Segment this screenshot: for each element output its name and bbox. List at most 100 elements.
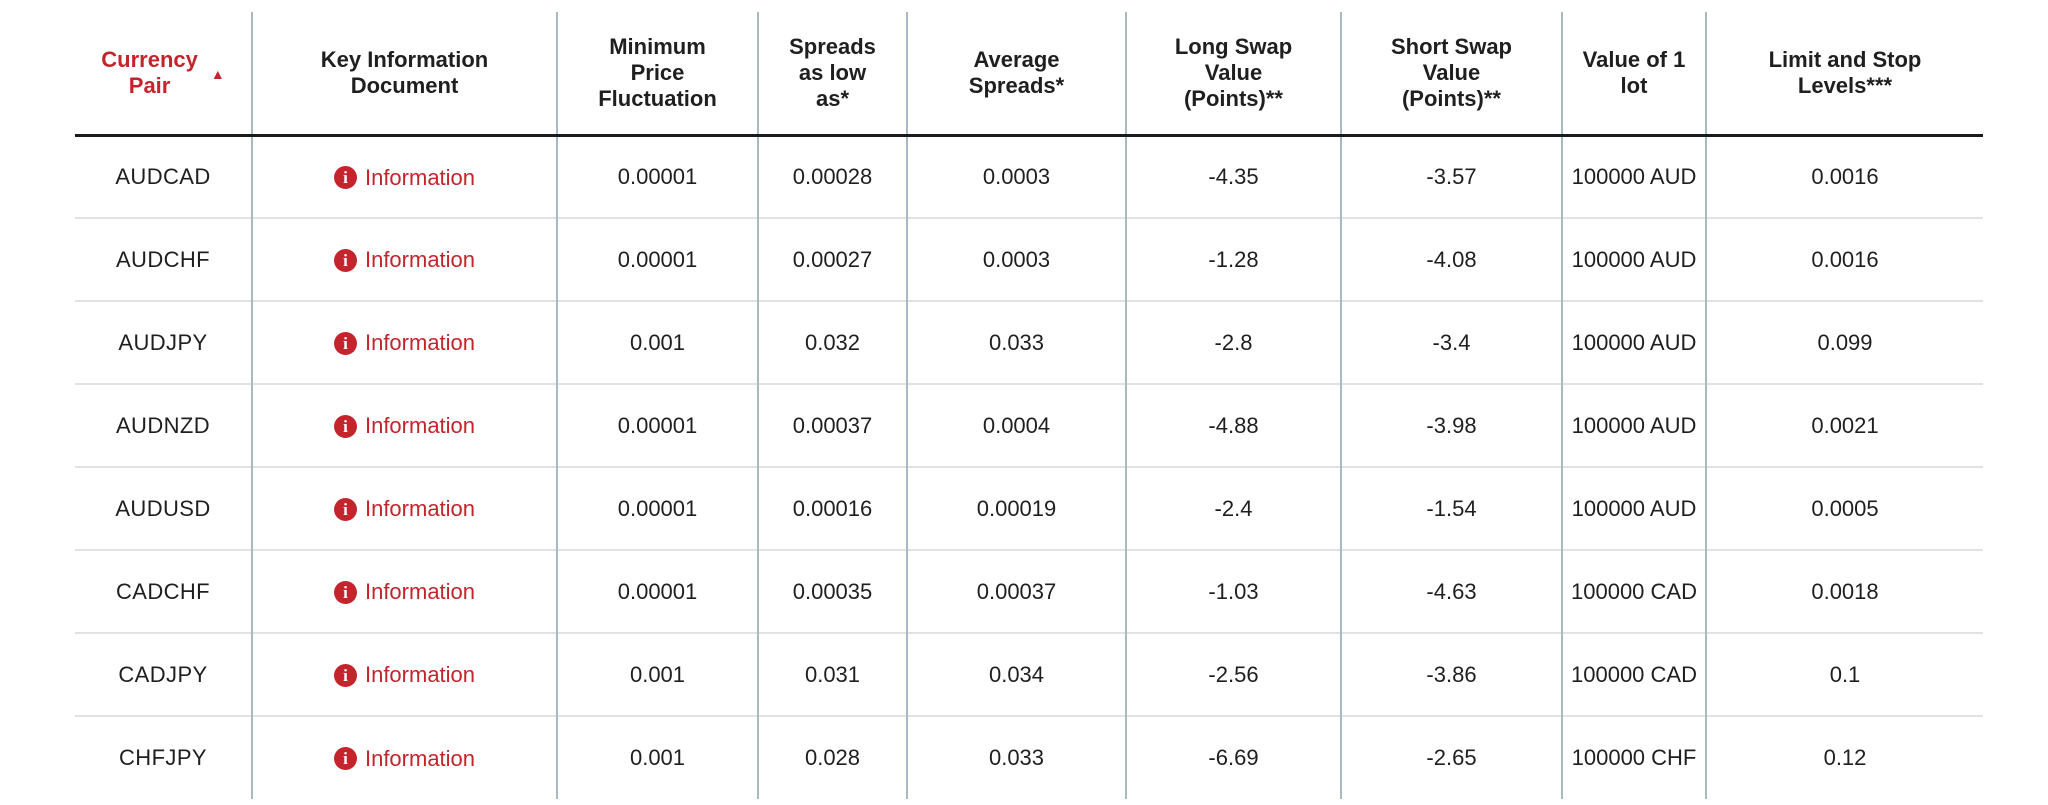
long-swap-value-cell: -1.03: [1125, 550, 1341, 633]
min-price-fluctuation-cell: 0.00001: [556, 218, 758, 301]
short-swap-value-cell: -1.54: [1340, 467, 1562, 550]
table-row: CADJPY i Information 0.001 0.031 0.034 -…: [75, 633, 1983, 716]
column-header-currency-pair[interactable]: Currency Pair ▲: [75, 12, 252, 135]
value-of-1-lot-cell: 100000 AUD: [1561, 384, 1706, 467]
currency-pair-cell: AUDUSD: [75, 467, 252, 550]
table-row: AUDCHF i Information 0.00001 0.00027 0.0…: [75, 218, 1983, 301]
information-link-label: Information: [364, 330, 476, 356]
short-swap-value-cell: -3.57: [1340, 135, 1562, 218]
min-price-fluctuation-cell: 0.00001: [556, 384, 758, 467]
table-body: AUDCAD i Information 0.00001 0.00028 0.0…: [75, 135, 1983, 799]
average-spreads-cell: 0.034: [906, 633, 1126, 716]
table-row: AUDUSD i Information 0.00001 0.00016 0.0…: [75, 467, 1983, 550]
table-header: Currency Pair ▲ Key Information Document…: [75, 12, 1983, 135]
column-header-long-swap-value: Long Swap Value (Points)**: [1125, 12, 1341, 135]
average-spreads-cell: 0.033: [906, 716, 1126, 799]
long-swap-value-cell: -2.4: [1125, 467, 1341, 550]
long-swap-value-cell: -6.69: [1125, 716, 1341, 799]
information-link[interactable]: i Information: [333, 662, 476, 688]
information-link[interactable]: i Information: [333, 745, 476, 772]
column-header-key-information-document: Key Information Document: [251, 12, 557, 135]
information-link-label: Information: [364, 413, 476, 439]
average-spreads-cell: 0.0003: [906, 135, 1126, 218]
info-circle-icon: i: [333, 248, 357, 272]
information-link-label: Information: [364, 745, 476, 771]
table-row: AUDNZD i Information 0.00001 0.00037 0.0…: [75, 384, 1983, 467]
info-circle-icon: i: [333, 580, 357, 604]
short-swap-value-cell: -3.4: [1340, 301, 1562, 384]
info-circle-icon: i: [333, 331, 357, 355]
long-swap-value-cell: -2.56: [1125, 633, 1341, 716]
limit-and-stop-levels-cell: 0.0021: [1705, 384, 1983, 467]
average-spreads-cell: 0.033: [906, 301, 1126, 384]
information-link[interactable]: i Information: [333, 579, 475, 605]
information-link[interactable]: i Information: [333, 413, 476, 439]
info-circle-icon: i: [333, 747, 357, 771]
table-header-row: Currency Pair ▲ Key Information Document…: [75, 12, 1983, 135]
spreads-as-low-as-cell: 0.00027: [757, 218, 907, 301]
column-header-average-spreads: Average Spreads*: [906, 12, 1126, 135]
column-header-minimum-price-fluctuation: Minimum Price Fluctuation: [556, 12, 758, 135]
key-information-cell: i Information: [251, 384, 557, 467]
spreads-as-low-as-cell: 0.00028: [757, 135, 907, 218]
currency-pair-cell: CHFJPY: [75, 716, 252, 799]
value-of-1-lot-cell: 100000 AUD: [1561, 301, 1706, 384]
average-spreads-cell: 0.00019: [906, 467, 1126, 550]
limit-and-stop-levels-cell: 0.0016: [1705, 218, 1983, 301]
limit-and-stop-levels-cell: 0.1: [1705, 633, 1983, 716]
currency-specs-table: Currency Pair ▲ Key Information Document…: [75, 12, 1983, 799]
column-header-limit-and-stop-levels: Limit and Stop Levels***: [1705, 12, 1983, 135]
information-link[interactable]: i Information: [333, 247, 476, 273]
currency-pair-cell: AUDCAD: [75, 135, 252, 218]
average-spreads-cell: 0.0004: [906, 384, 1126, 467]
min-price-fluctuation-cell: 0.001: [556, 301, 758, 384]
spreads-as-low-as-cell: 0.00035: [757, 550, 907, 633]
value-of-1-lot-cell: 100000 CAD: [1561, 633, 1706, 716]
key-information-cell: i Information: [251, 218, 557, 301]
table-row: CHFJPY i Information 0.001 0.028 0.033 -…: [75, 716, 1983, 799]
column-header-value-of-1-lot: Value of 1 lot: [1561, 12, 1706, 135]
min-price-fluctuation-cell: 0.001: [556, 716, 758, 799]
value-of-1-lot-cell: 100000 CAD: [1561, 550, 1706, 633]
average-spreads-cell: 0.0003: [906, 218, 1126, 301]
info-circle-icon: i: [333, 166, 357, 189]
key-information-cell: i Information: [251, 550, 557, 633]
sort-ascending-icon: ▲: [210, 65, 225, 82]
min-price-fluctuation-cell: 0.00001: [556, 467, 758, 550]
information-link-label: Information: [364, 496, 476, 522]
value-of-1-lot-cell: 100000 CHF: [1561, 716, 1706, 799]
information-link[interactable]: i Information: [333, 330, 476, 356]
spreads-as-low-as-cell: 0.031: [757, 633, 907, 716]
spreads-as-low-as-cell: 0.00016: [757, 467, 907, 550]
information-link-label: Information: [364, 662, 476, 688]
long-swap-value-cell: -2.8: [1125, 301, 1341, 384]
currency-specs-table-container: Currency Pair ▲ Key Information Document…: [75, 12, 2048, 799]
limit-and-stop-levels-cell: 0.0018: [1705, 550, 1983, 633]
value-of-1-lot-cell: 100000 AUD: [1561, 218, 1706, 301]
table-row: AUDJPY i Information 0.001 0.032 0.033 -…: [75, 301, 1983, 384]
information-link[interactable]: i Information: [333, 496, 476, 522]
spreads-as-low-as-cell: 0.00037: [757, 384, 907, 467]
long-swap-value-cell: -4.88: [1125, 384, 1341, 467]
average-spreads-cell: 0.00037: [906, 550, 1126, 633]
currency-pair-cell: CADCHF: [75, 550, 252, 633]
limit-and-stop-levels-cell: 0.12: [1705, 716, 1983, 799]
long-swap-value-cell: -4.35: [1125, 135, 1341, 218]
key-information-cell: i Information: [251, 301, 557, 384]
min-price-fluctuation-cell: 0.001: [556, 633, 758, 716]
key-information-cell: i Information: [251, 467, 557, 550]
key-information-cell: i Information: [251, 633, 557, 716]
limit-and-stop-levels-cell: 0.0005: [1705, 467, 1983, 550]
information-link-label: Information: [364, 247, 476, 273]
table-row: CADCHF i Information 0.00001 0.00035 0.0…: [75, 550, 1983, 633]
currency-pair-cell: AUDCHF: [75, 218, 252, 301]
table-row: AUDCAD i Information 0.00001 0.00028 0.0…: [75, 135, 1983, 218]
info-circle-icon: i: [333, 414, 357, 438]
currency-pair-cell: CADJPY: [75, 633, 252, 716]
spreads-as-low-as-cell: 0.032: [757, 301, 907, 384]
value-of-1-lot-cell: 100000 AUD: [1561, 135, 1706, 218]
information-link[interactable]: i Information: [333, 165, 475, 191]
min-price-fluctuation-cell: 0.00001: [556, 135, 758, 218]
limit-and-stop-levels-cell: 0.099: [1705, 301, 1983, 384]
short-swap-value-cell: -2.65: [1340, 716, 1562, 799]
